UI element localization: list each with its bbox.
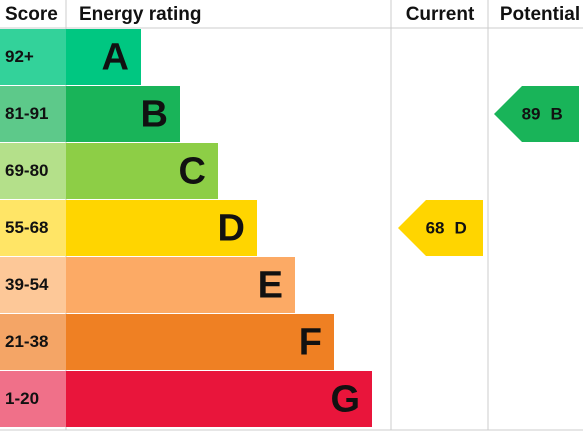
score-label: 92+ xyxy=(5,47,34,66)
header-potential: Potential xyxy=(500,4,580,25)
potential-rating: B xyxy=(551,104,563,123)
rating-letter: B xyxy=(141,94,168,136)
score-cell xyxy=(0,86,66,142)
score-label: 55-68 xyxy=(5,218,48,237)
current-arrow xyxy=(398,200,483,256)
rating-bar xyxy=(66,371,372,427)
header-current: Current xyxy=(406,4,475,25)
current-value: 68 xyxy=(426,218,445,237)
rating-bar xyxy=(66,143,218,199)
score-cell xyxy=(0,143,66,199)
header-energy-rating: Energy rating xyxy=(79,4,201,25)
rating-bar xyxy=(66,257,295,313)
score-cell xyxy=(0,314,66,370)
score-label: 69-80 xyxy=(5,161,48,180)
rating-bar xyxy=(66,86,180,142)
score-label: 39-54 xyxy=(5,275,49,294)
rating-bar xyxy=(66,29,141,85)
header-score: Score xyxy=(5,4,58,25)
rating-letter: G xyxy=(330,379,360,421)
score-cell xyxy=(0,371,66,427)
current-rating: D xyxy=(455,218,467,237)
potential-arrow xyxy=(494,86,579,142)
rating-letter: D xyxy=(218,208,245,250)
score-cell xyxy=(0,257,66,313)
potential-value: 89 xyxy=(522,104,541,123)
rating-bar xyxy=(66,314,334,370)
rating-letter: C xyxy=(179,151,206,193)
score-label: 81-91 xyxy=(5,104,48,123)
score-label: 21-38 xyxy=(5,332,48,351)
score-cell xyxy=(0,29,66,85)
rating-letter: F xyxy=(299,322,322,364)
score-cell xyxy=(0,200,66,256)
rating-letter: A xyxy=(102,37,129,79)
rating-bar xyxy=(66,200,257,256)
score-label: 1-20 xyxy=(5,389,39,408)
rating-letter: E xyxy=(258,265,283,307)
